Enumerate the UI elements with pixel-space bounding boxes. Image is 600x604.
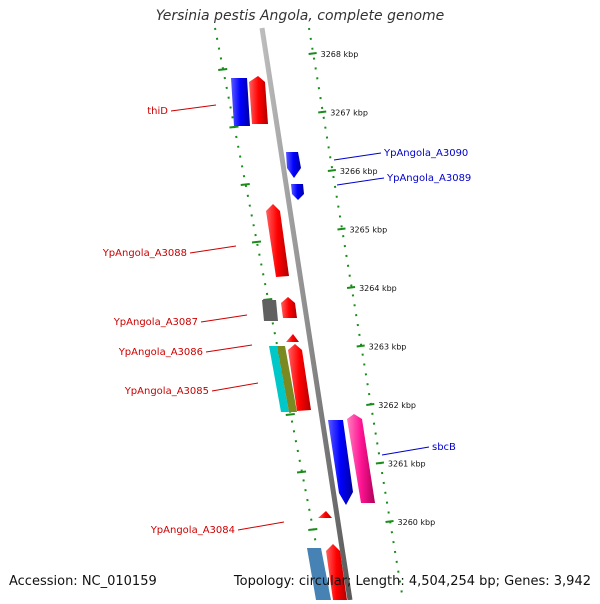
label-ypangola-a3088[interactable]: YpAngola_A3088 xyxy=(102,248,187,259)
gene-ypangola-a3086[interactable] xyxy=(286,334,299,342)
genome-summary-text: Topology: circular; Length: 4,504,254 bp… xyxy=(233,574,591,589)
gene-sbcb-neighbor[interactable] xyxy=(347,414,375,503)
ruler-tick xyxy=(318,110,327,114)
ruler-tick-label: 3265 kbp xyxy=(349,226,387,235)
gene-a3087-partner[interactable] xyxy=(281,297,297,318)
genome-backbone xyxy=(259,27,353,601)
ruler-tick-label: 3262 kbp xyxy=(378,401,416,410)
leader-ypangola-a3084 xyxy=(237,521,285,531)
ruler-tick xyxy=(366,403,375,406)
leader-sbcb xyxy=(381,446,430,456)
ruler-tick xyxy=(296,470,307,474)
gene-ypangola-a3087[interactable] xyxy=(262,300,278,321)
gene-labels: thiD YpAngola_A3090 YpAngola_A3089 YpAng… xyxy=(102,104,471,536)
gene-a3085-red[interactable] xyxy=(288,344,311,411)
ruler-tick xyxy=(337,227,346,231)
label-sbcb[interactable]: sbcB xyxy=(432,442,456,453)
ruler-tick xyxy=(229,125,239,129)
leader-thid xyxy=(170,104,217,112)
leader-ypangola-a3089 xyxy=(336,177,385,186)
ruler-tick xyxy=(356,344,365,348)
gene-thid-neighbor[interactable] xyxy=(249,76,268,124)
accession-text: Accession: NC_010159 xyxy=(9,574,157,589)
gene-ypangola-a3084[interactable] xyxy=(318,511,332,518)
label-ypangola-a3085[interactable]: YpAngola_A3085 xyxy=(124,386,209,397)
gene-ypangola-a3085-olive[interactable] xyxy=(277,346,297,412)
label-thid[interactable]: thiD xyxy=(147,106,168,117)
ruler-tick xyxy=(218,68,228,71)
ruler-tick xyxy=(385,520,394,523)
ruler-tick-label: 3264 kbp xyxy=(359,284,397,293)
ruler-tick xyxy=(263,298,273,301)
ruler-tick-label: 3260 kbp xyxy=(398,518,436,527)
ruler-tick xyxy=(285,413,295,416)
ruler-tick xyxy=(346,286,356,289)
gene-ypangola-a3085-cyan[interactable] xyxy=(269,346,289,412)
label-ypangola-a3087[interactable]: YpAngola_A3087 xyxy=(113,317,198,328)
leader-ypangola-a3090 xyxy=(333,152,382,161)
gene-ypangola-a3088[interactable] xyxy=(266,204,289,277)
map-title: Yersinia pestis Angola, complete genome xyxy=(155,8,445,24)
leader-ypangola-a3086 xyxy=(205,344,253,353)
ruler-tick-marks xyxy=(218,52,394,589)
label-ypangola-a3090[interactable]: YpAngola_A3090 xyxy=(383,148,468,159)
label-ypangola-a3084[interactable]: YpAngola_A3084 xyxy=(150,525,235,536)
ruler-tick xyxy=(375,461,385,465)
ruler-tick-label: 3267 kbp xyxy=(330,109,368,118)
gene-ypangola-a3089[interactable] xyxy=(291,184,304,200)
ruler-tick-label: 3266 kbp xyxy=(340,167,378,176)
gene-bottom-steelblue[interactable] xyxy=(307,548,331,600)
leader-ypangola-a3087 xyxy=(200,314,248,323)
gene-bottom-red[interactable] xyxy=(326,544,347,600)
gene-features xyxy=(231,76,375,600)
label-ypangola-a3086[interactable]: YpAngola_A3086 xyxy=(118,347,203,358)
leader-ypangola-a3085 xyxy=(211,382,259,392)
gene-ypangola-a3090[interactable] xyxy=(286,152,301,178)
ruler-tick xyxy=(308,52,317,55)
ruler-tick xyxy=(327,169,336,172)
ruler-tick xyxy=(251,240,262,244)
ruler-tick xyxy=(308,528,318,531)
ruler-tick xyxy=(240,183,250,186)
gene-thid[interactable] xyxy=(231,78,250,126)
ruler-tick-labels: 3268 kbp 3267 kbp 3266 kbp 3265 kbp 3264 kbp… xyxy=(321,50,436,527)
ruler-tick-label: 3261 kbp xyxy=(388,460,426,469)
gene-sbcb[interactable] xyxy=(328,420,353,505)
ruler-tick-label: 3263 kbp xyxy=(369,343,407,352)
leader-ypangola-a3088 xyxy=(189,245,237,254)
ruler-tick-label: 3268 kbp xyxy=(321,50,359,59)
label-ypangola-a3089[interactable]: YpAngola_A3089 xyxy=(386,173,471,184)
